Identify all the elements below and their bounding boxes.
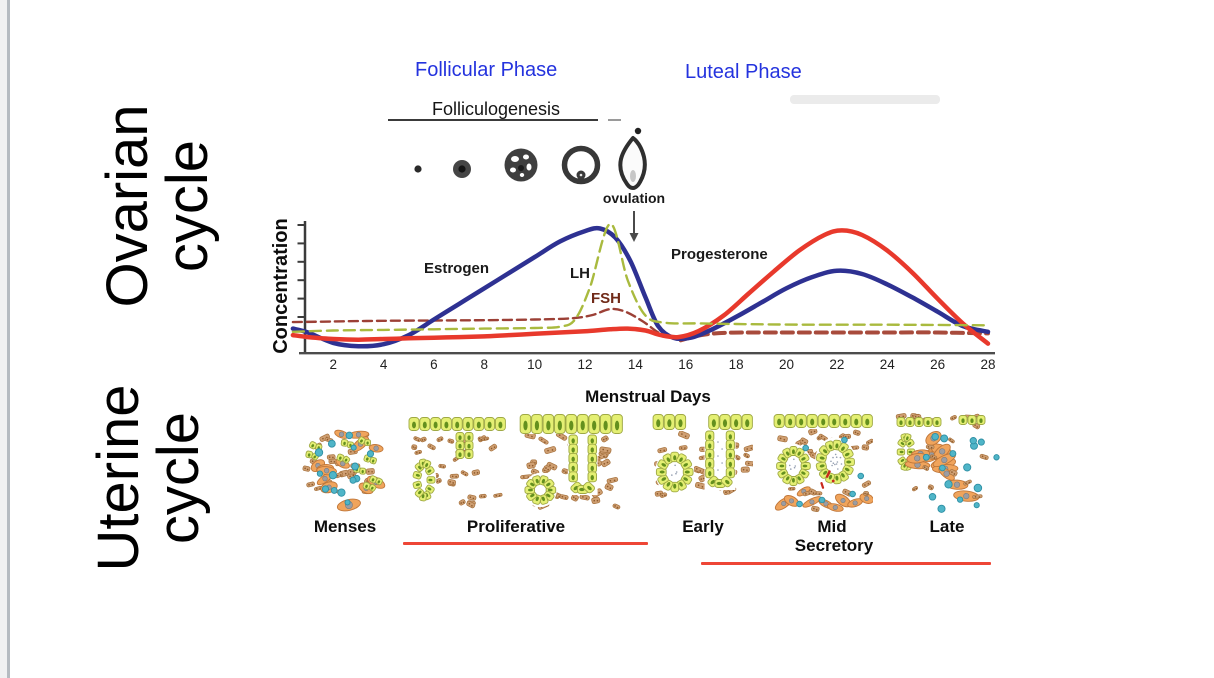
menstrual-days-label: Menstrual Days — [585, 387, 711, 406]
ovarian-cycle-label: Ovarian cycle — [95, 76, 220, 336]
svg-text:24: 24 — [880, 357, 896, 372]
estrogen-label: Estrogen — [424, 260, 490, 277]
svg-text:14: 14 — [628, 357, 644, 372]
secretory-underline — [701, 562, 991, 565]
svg-text:6: 6 — [430, 357, 438, 372]
svg-text:22: 22 — [829, 357, 844, 372]
tissue-panel-late-secretory — [895, 413, 1000, 513]
uterine-cycle-line1: Uterine — [86, 384, 151, 572]
svg-text:2: 2 — [329, 357, 337, 372]
secretory-label: Secretory — [794, 536, 874, 555]
proliferative-label: Proliferative — [466, 517, 566, 536]
svg-text:16: 16 — [678, 357, 693, 372]
graafian-follicle-icon — [561, 145, 601, 185]
primordial-follicle-icon — [414, 165, 422, 173]
tissue-panel-menses — [302, 429, 386, 512]
follicular-phase-label: Follicular Phase — [415, 59, 558, 81]
tissue-panel-early-secretory — [652, 414, 753, 498]
late-label: Late — [929, 517, 965, 536]
mid-label: Mid — [817, 517, 847, 536]
folliculogenesis-underline — [388, 119, 598, 121]
svg-text:28: 28 — [980, 357, 995, 372]
menses-label: Menses — [313, 517, 377, 536]
luteal-phase-label: Luteal Phase — [685, 61, 802, 83]
tissue-panel-early-proliferative — [408, 416, 506, 509]
progesterone-label: Progesterone — [671, 246, 768, 263]
primary-follicle-icon — [453, 160, 471, 178]
tissue-panel-mid-secretory — [773, 414, 873, 513]
ovulation-arrow-icon — [629, 211, 639, 242]
series-Estrogen — [290, 225, 991, 349]
antral-follicle-icon — [504, 148, 538, 182]
proliferative-underline — [403, 542, 648, 545]
svg-text:18: 18 — [729, 357, 744, 372]
page-margin-line — [7, 0, 10, 678]
uterine-cycle-label: Uterine cycle — [86, 348, 211, 608]
ovarian-cycle-line1: Ovarian — [95, 104, 160, 308]
svg-text:20: 20 — [779, 357, 794, 372]
ovulation-label: ovulation — [602, 190, 666, 206]
folliculogenesis-underline-tick — [608, 119, 621, 121]
tissue-panel-late-proliferative — [519, 413, 623, 510]
faded-smudge — [790, 95, 940, 104]
follicle-stages-graphic — [414, 127, 647, 190]
ovarian-cycle-line2: cycle — [155, 139, 220, 273]
svg-text:10: 10 — [527, 357, 542, 372]
hormone-chart: 2 4 6 8 10 12 14 16 18 20 22 24 26 28 — [290, 221, 996, 372]
page-margin-strip — [0, 0, 7, 678]
series-FSH — [291, 307, 682, 342]
series-Progesterone — [290, 228, 991, 346]
series-LH — [291, 222, 990, 333]
lh-label: LH — [570, 265, 590, 282]
svg-text:4: 4 — [380, 357, 388, 372]
ovulating-follicle-icon — [618, 127, 647, 190]
svg-text:26: 26 — [930, 357, 945, 372]
svg-text:8: 8 — [481, 357, 489, 372]
svg-text:12: 12 — [577, 357, 592, 372]
early-label: Early — [682, 517, 724, 536]
uterine-cycle-line2: cycle — [146, 411, 211, 545]
series-FSH — [678, 330, 990, 343]
folliculogenesis-title: Folliculogenesis — [431, 99, 561, 119]
fsh-label: FSH — [591, 290, 621, 307]
